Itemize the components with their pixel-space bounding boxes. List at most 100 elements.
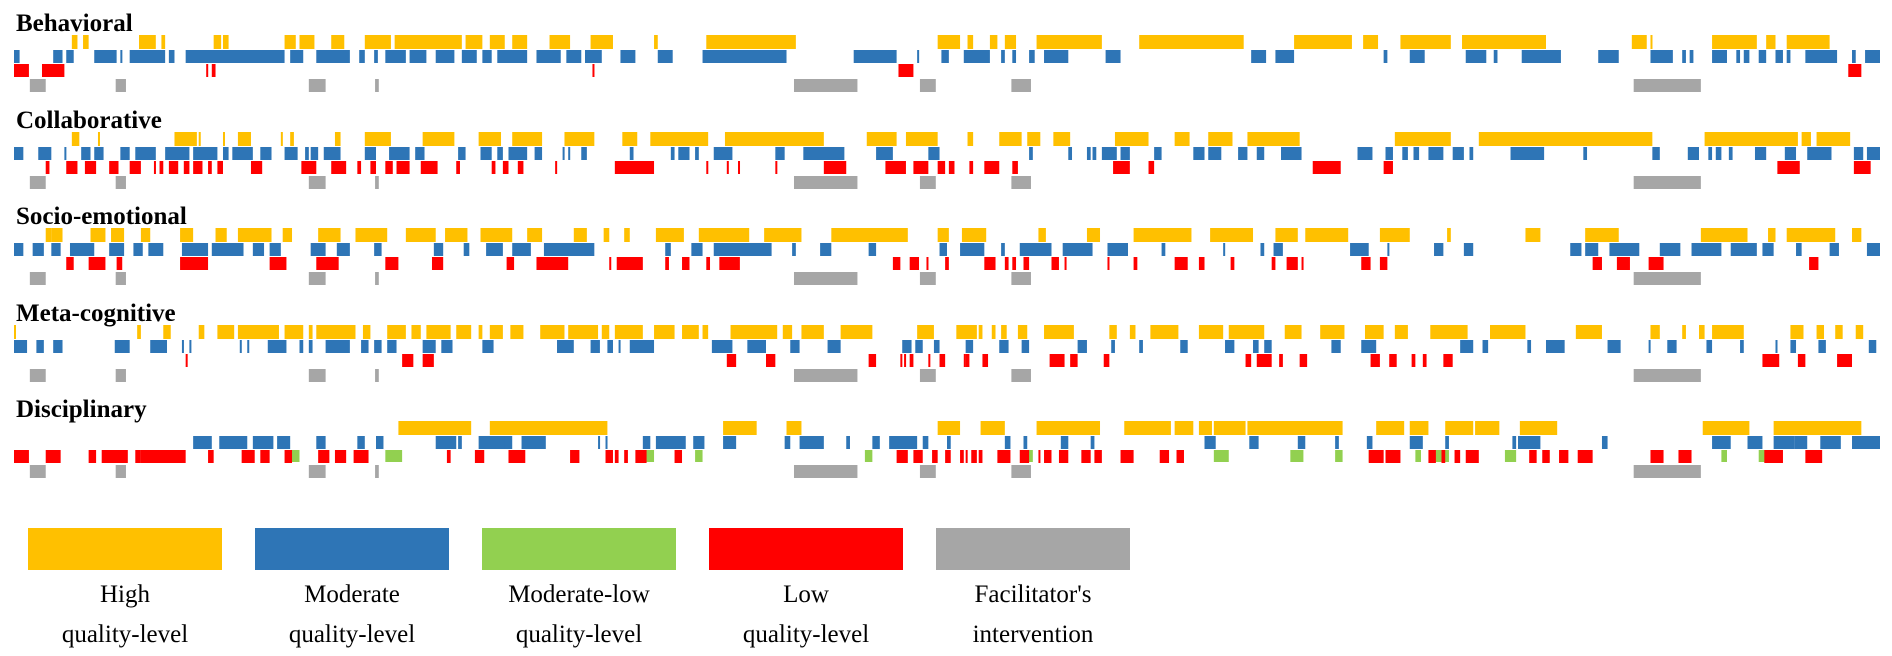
high-segment — [905, 132, 938, 146]
legend-label-line1: Moderate — [304, 581, 400, 608]
moderate-segment — [269, 243, 281, 256]
low-segment — [614, 161, 655, 174]
moderate-segment — [463, 243, 470, 256]
low-segment — [1428, 450, 1436, 463]
high-segment — [1017, 325, 1028, 339]
intervention-segment — [1011, 176, 1031, 189]
high-segment — [1852, 228, 1862, 242]
intervention-segment — [919, 272, 936, 285]
moderate-segment — [868, 243, 877, 256]
moderate-segment — [1527, 340, 1532, 353]
moderate-segment — [1607, 340, 1621, 353]
high-segment — [1475, 421, 1500, 435]
low-segment — [1379, 257, 1388, 270]
low-segment — [635, 450, 647, 463]
high-segment — [568, 325, 599, 339]
moderate-low-segment — [1415, 450, 1421, 462]
moderate-segment — [1281, 147, 1302, 160]
moderate-segment — [536, 50, 561, 63]
low-segment — [1133, 257, 1138, 270]
moderate-segment — [374, 243, 382, 256]
moderate-low-segment — [1721, 450, 1727, 462]
low-segment — [1648, 257, 1664, 270]
high-segment — [1036, 35, 1102, 49]
high-segment — [654, 325, 675, 339]
moderate-segment — [1249, 436, 1259, 449]
moderate-segment — [64, 147, 67, 160]
low-segment — [208, 450, 214, 463]
moderate-segment — [480, 147, 492, 160]
intervention-segment — [1011, 369, 1031, 382]
moderate-segment — [357, 436, 365, 449]
high-segment — [1038, 228, 1046, 242]
low-segment — [939, 354, 946, 367]
low-segment — [1529, 450, 1537, 463]
high-segment — [282, 228, 293, 242]
moderate-segment — [1773, 436, 1795, 449]
legend-swatch — [28, 528, 222, 570]
high-segment — [1320, 325, 1345, 339]
high-segment — [237, 325, 279, 339]
moderate-segment — [820, 243, 832, 256]
low-segment — [456, 161, 460, 174]
high-segment — [213, 35, 222, 49]
moderate-segment — [189, 340, 192, 353]
low-segment — [605, 450, 613, 463]
moderate-segment — [305, 147, 309, 160]
low-segment — [431, 257, 444, 270]
low-segment — [1051, 257, 1059, 270]
high-segment — [83, 35, 89, 49]
low-segment — [900, 354, 903, 367]
moderate-segment — [32, 243, 44, 256]
high-segment — [1044, 325, 1074, 339]
moderate-segment — [629, 340, 655, 353]
high-segment — [1174, 132, 1190, 146]
high-segment — [1430, 325, 1468, 339]
low-segment — [66, 161, 78, 174]
moderate-segment — [1350, 243, 1369, 256]
high-segment — [1294, 35, 1352, 49]
low-segment — [1389, 354, 1397, 367]
low-segment — [775, 161, 778, 174]
low-segment — [331, 161, 347, 174]
moderate-segment — [109, 243, 125, 256]
low-segment — [491, 161, 496, 174]
moderate-segment — [1687, 147, 1699, 160]
low-segment — [506, 257, 515, 270]
intervention-segment — [1011, 272, 1031, 285]
low-segment — [1777, 161, 1800, 174]
low-segment — [1064, 257, 1067, 270]
intervention-segment — [29, 272, 46, 285]
legend-label-line2: quality-level — [516, 621, 642, 648]
moderate-segment — [14, 340, 28, 353]
moderate-segment — [284, 147, 298, 160]
low-segment — [971, 450, 977, 463]
moderate-segment — [1208, 147, 1222, 160]
moderate-segment — [1866, 147, 1880, 160]
moderate-segment — [1260, 243, 1265, 256]
low-segment — [1044, 450, 1052, 463]
high-segment — [1174, 421, 1194, 435]
low-segment — [1174, 257, 1188, 270]
high-segment — [1682, 325, 1686, 339]
high-segment — [1462, 35, 1546, 49]
moderate-segment — [1361, 340, 1377, 353]
high-segment — [411, 325, 421, 339]
moderate-segment — [219, 436, 248, 449]
low-segment — [385, 161, 393, 174]
moderate-segment — [1754, 147, 1767, 160]
low-segment — [978, 450, 983, 463]
moderate-segment — [872, 436, 880, 449]
high-segment — [398, 421, 472, 435]
low-segment — [738, 161, 741, 174]
high-segment — [174, 132, 197, 146]
moderate-segment — [1465, 50, 1487, 63]
low-segment — [674, 450, 683, 463]
moderate-segment — [1154, 147, 1162, 160]
low-segment — [1023, 257, 1030, 270]
high-segment — [1816, 325, 1825, 339]
high-segment — [961, 228, 987, 242]
low-segment — [1592, 257, 1602, 270]
intervention-segment — [29, 465, 46, 478]
moderate-segment — [374, 50, 378, 63]
